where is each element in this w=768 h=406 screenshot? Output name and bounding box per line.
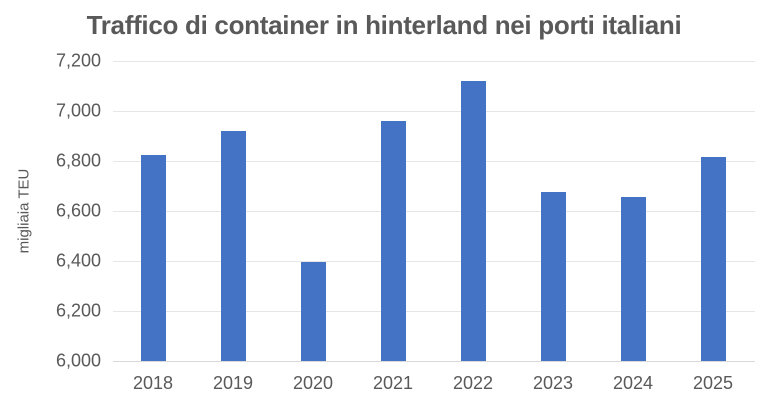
x-tick-label: 2019 — [212, 373, 254, 393]
x-tick-label: 2022 — [452, 373, 494, 393]
x-tick-label: 2020 — [292, 373, 334, 393]
y-tick-label: 7,000 — [55, 100, 101, 121]
y-tick-label: 6,000 — [55, 350, 101, 371]
x-tick-label: 2024 — [612, 373, 654, 393]
bar-2022 — [460, 81, 486, 361]
y-tick-label: 6,600 — [55, 200, 101, 221]
y-tick-label: 6,200 — [55, 300, 101, 321]
bar-2021 — [380, 120, 406, 361]
bar-2024 — [620, 196, 646, 361]
bar-2023 — [540, 192, 566, 361]
y-tick-label: 7,200 — [55, 50, 101, 71]
chart-title: Traffico di container in hinterland nei … — [86, 10, 682, 40]
gridline — [113, 211, 755, 212]
x-tick-label: 2025 — [692, 373, 734, 393]
y-tick-label: 6,400 — [55, 250, 101, 271]
gridline — [113, 161, 755, 162]
gridline — [113, 311, 755, 312]
bar-2019 — [220, 130, 246, 361]
x-tick-label: 2023 — [532, 373, 574, 393]
gridline — [113, 361, 755, 362]
gridline — [113, 111, 755, 112]
x-tick-label: 2018 — [132, 373, 174, 393]
y-tick-label: 6,800 — [55, 150, 101, 171]
bar-2018 — [140, 155, 166, 361]
gridline — [113, 261, 755, 262]
bar-2020 — [300, 262, 326, 361]
gridline — [113, 61, 755, 62]
plot-area: 6,000 6,200 6,400 6,600 6,800 7,000 7,200 2018 2… — [56, 51, 755, 393]
x-tick-label: 2021 — [372, 373, 414, 393]
bar-2025 — [700, 156, 726, 361]
